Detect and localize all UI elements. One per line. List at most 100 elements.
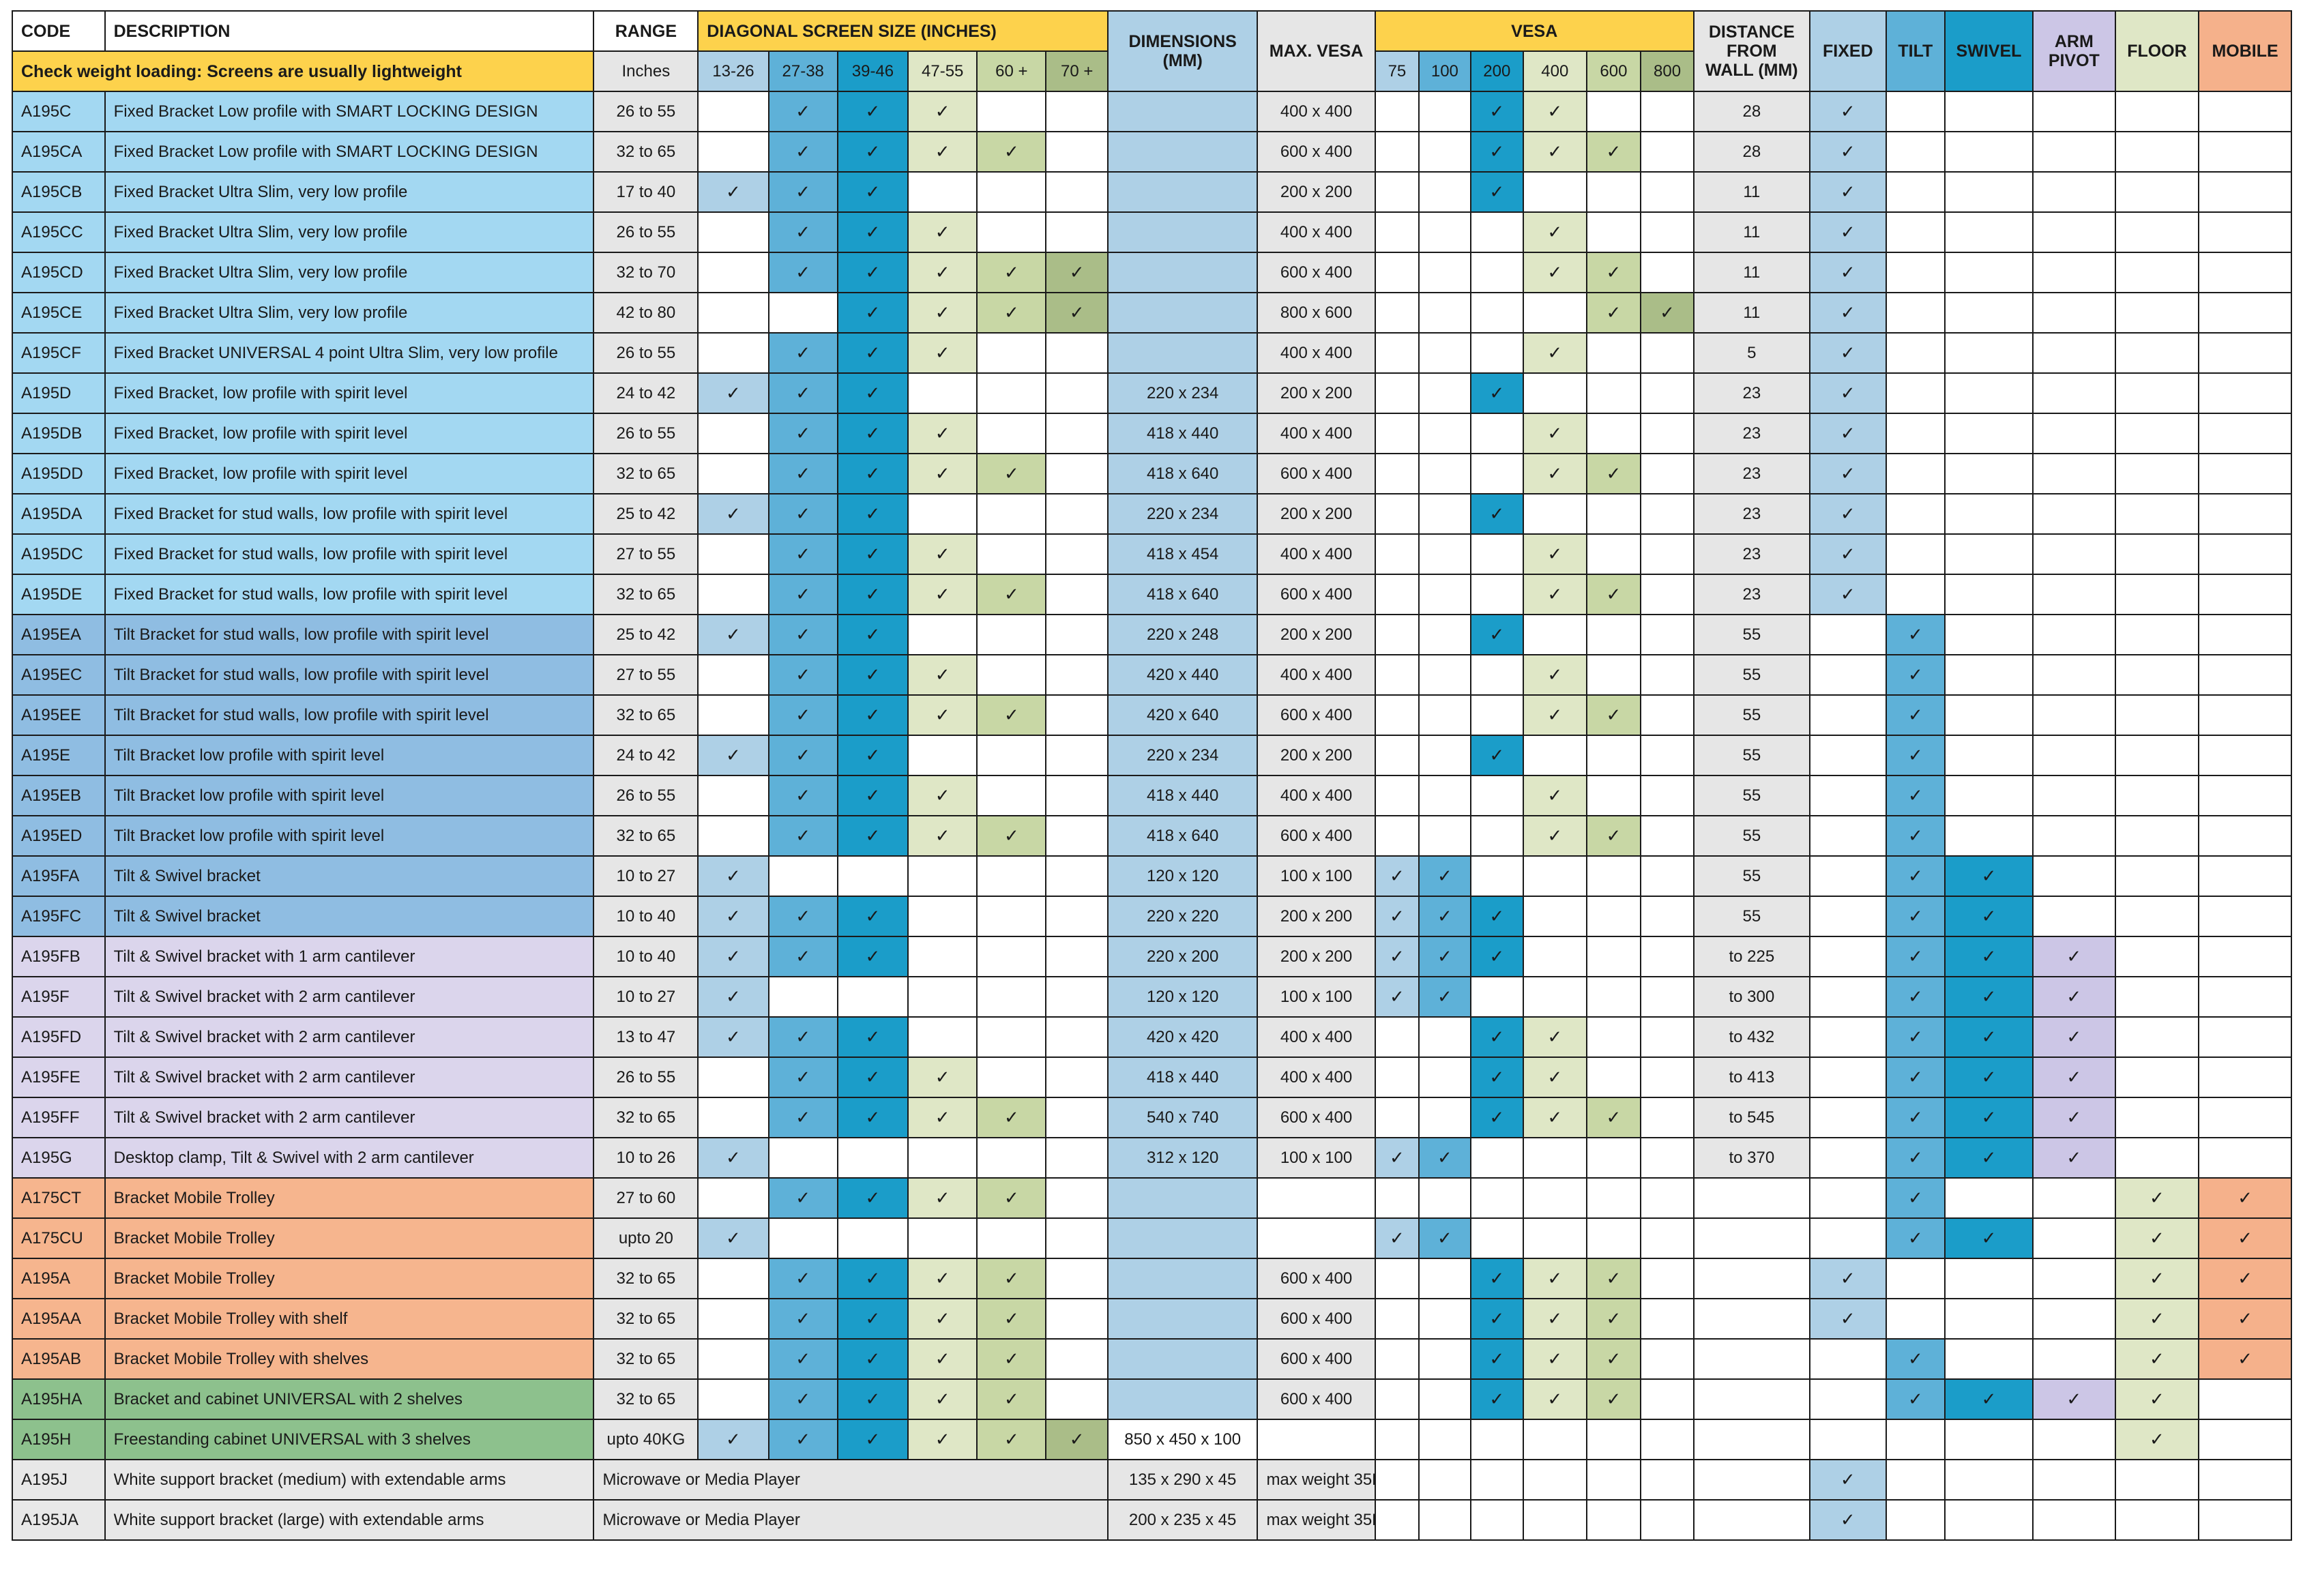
check-mark: ✓ <box>767 372 838 414</box>
dimensions-cell: 312 x 120 <box>1106 1137 1259 1179</box>
empty-cell <box>2114 654 2200 696</box>
empty-cell <box>1885 171 1946 213</box>
empty-cell <box>2114 1056 2200 1098</box>
check-mark: ✓ <box>1523 533 1587 575</box>
check-mark: ✓ <box>1943 936 2034 977</box>
empty-cell <box>976 654 1047 696</box>
check-mark: ✓ <box>1808 131 1887 173</box>
distance-cell: 55 <box>1692 614 1810 655</box>
check-mark: ✓ <box>1045 1419 1109 1460</box>
empty-cell <box>1045 1056 1109 1098</box>
empty-cell <box>2032 1217 2116 1259</box>
check-mark: ✓ <box>976 815 1047 857</box>
code-cell: A195ED <box>12 815 106 857</box>
check-mark: ✓ <box>767 614 838 655</box>
empty-cell <box>1045 574 1109 615</box>
empty-cell <box>1418 252 1471 293</box>
check-mark: ✓ <box>1808 1298 1887 1340</box>
empty-cell <box>1640 775 1695 816</box>
range-cell: 26 to 55 <box>593 91 699 132</box>
empty-cell <box>2114 1016 2200 1058</box>
code-cell: A195DB <box>12 413 106 454</box>
table-row: A175CU Bracket Mobile Trolley upto 20 ✓ ✓ ✓ ✓ ✓… <box>12 1217 2292 1259</box>
empty-cell <box>767 1217 838 1259</box>
empty-cell <box>1640 1258 1695 1299</box>
check-mark: ✓ <box>1523 211 1587 253</box>
distance-cell <box>1692 1298 1810 1340</box>
check-mark: ✓ <box>1469 1298 1525 1340</box>
check-mark: ✓ <box>907 453 978 494</box>
empty-cell <box>2032 171 2116 213</box>
empty-cell <box>1585 1499 1642 1541</box>
check-mark: ✓ <box>2198 1217 2292 1259</box>
code-cell: A195CF <box>12 332 106 374</box>
empty-cell <box>2198 1419 2292 1460</box>
check-mark: ✓ <box>1640 292 1695 334</box>
check-mark: ✓ <box>907 533 978 575</box>
empty-cell <box>1045 533 1109 575</box>
empty-cell <box>1943 211 2034 253</box>
table-row: A195FD Tilt & Swivel bracket with 2 arm c… <box>12 1016 2292 1058</box>
empty-cell <box>836 855 909 897</box>
empty-cell <box>1585 413 1642 454</box>
empty-cell <box>1045 1217 1109 1259</box>
check-mark: ✓ <box>1469 1378 1525 1420</box>
empty-cell <box>976 211 1047 253</box>
empty-cell <box>697 1177 769 1219</box>
max-vesa-cell: 400 x 400 <box>1257 211 1376 253</box>
check-mark: ✓ <box>1469 1056 1525 1098</box>
empty-cell <box>1943 1298 2034 1340</box>
empty-cell <box>1585 372 1642 414</box>
empty-cell <box>2032 493 2116 535</box>
header-cell: MOBILE <box>2198 10 2292 92</box>
distance-cell: 11 <box>1692 171 1810 213</box>
empty-cell <box>1943 372 2034 414</box>
check-mark: ✓ <box>1808 453 1887 494</box>
empty-cell <box>1374 1097 1420 1138</box>
dimensions-cell: 120 x 120 <box>1106 976 1259 1018</box>
empty-cell <box>2032 211 2116 253</box>
check-mark: ✓ <box>1469 614 1525 655</box>
check-mark: ✓ <box>1885 896 1946 937</box>
check-mark: ✓ <box>1585 252 1642 293</box>
empty-cell <box>1640 936 1695 977</box>
distance-cell <box>1692 1459 1810 1501</box>
empty-cell <box>1640 533 1695 575</box>
empty-cell <box>2198 1097 2292 1138</box>
code-cell: A195D <box>12 372 106 414</box>
check-mark: ✓ <box>767 493 838 535</box>
check-mark: ✓ <box>697 1137 769 1179</box>
check-mark: ✓ <box>1374 976 1420 1018</box>
empty-cell <box>2198 211 2292 253</box>
empty-cell <box>1808 896 1887 937</box>
empty-cell <box>1523 936 1587 977</box>
empty-cell <box>976 936 1047 977</box>
check-mark: ✓ <box>767 91 838 132</box>
range-cell: 10 to 27 <box>593 976 699 1018</box>
check-mark: ✓ <box>1585 574 1642 615</box>
check-mark: ✓ <box>1808 493 1887 535</box>
code-cell: A195CC <box>12 211 106 253</box>
check-mark: ✓ <box>1418 936 1471 977</box>
empty-cell <box>1943 654 2034 696</box>
check-mark: ✓ <box>907 292 978 334</box>
range-cell: 10 to 26 <box>593 1137 699 1179</box>
distance-cell: 28 <box>1692 131 1810 173</box>
table-row: A195CB Fixed Bracket Ultra Slim, very low… <box>12 171 2292 213</box>
check-mark: ✓ <box>907 1419 978 1460</box>
empty-cell <box>2032 694 2116 736</box>
empty-cell <box>2198 936 2292 977</box>
empty-cell <box>976 1056 1047 1098</box>
distance-cell: 55 <box>1692 694 1810 736</box>
distance-cell <box>1692 1419 1810 1460</box>
empty-cell <box>1374 292 1420 334</box>
empty-cell <box>1808 694 1887 736</box>
check-mark: ✓ <box>2032 1137 2116 1179</box>
range-cell: 25 to 42 <box>593 493 699 535</box>
product-table: CODE DESCRIPTION RANGE DIAGONAL SCREEN SIZE… <box>11 10 2292 1541</box>
empty-cell <box>697 1056 769 1098</box>
check-mark: ✓ <box>1418 1137 1471 1179</box>
empty-cell <box>1885 574 1946 615</box>
empty-cell <box>1469 815 1525 857</box>
empty-cell <box>2198 735 2292 776</box>
